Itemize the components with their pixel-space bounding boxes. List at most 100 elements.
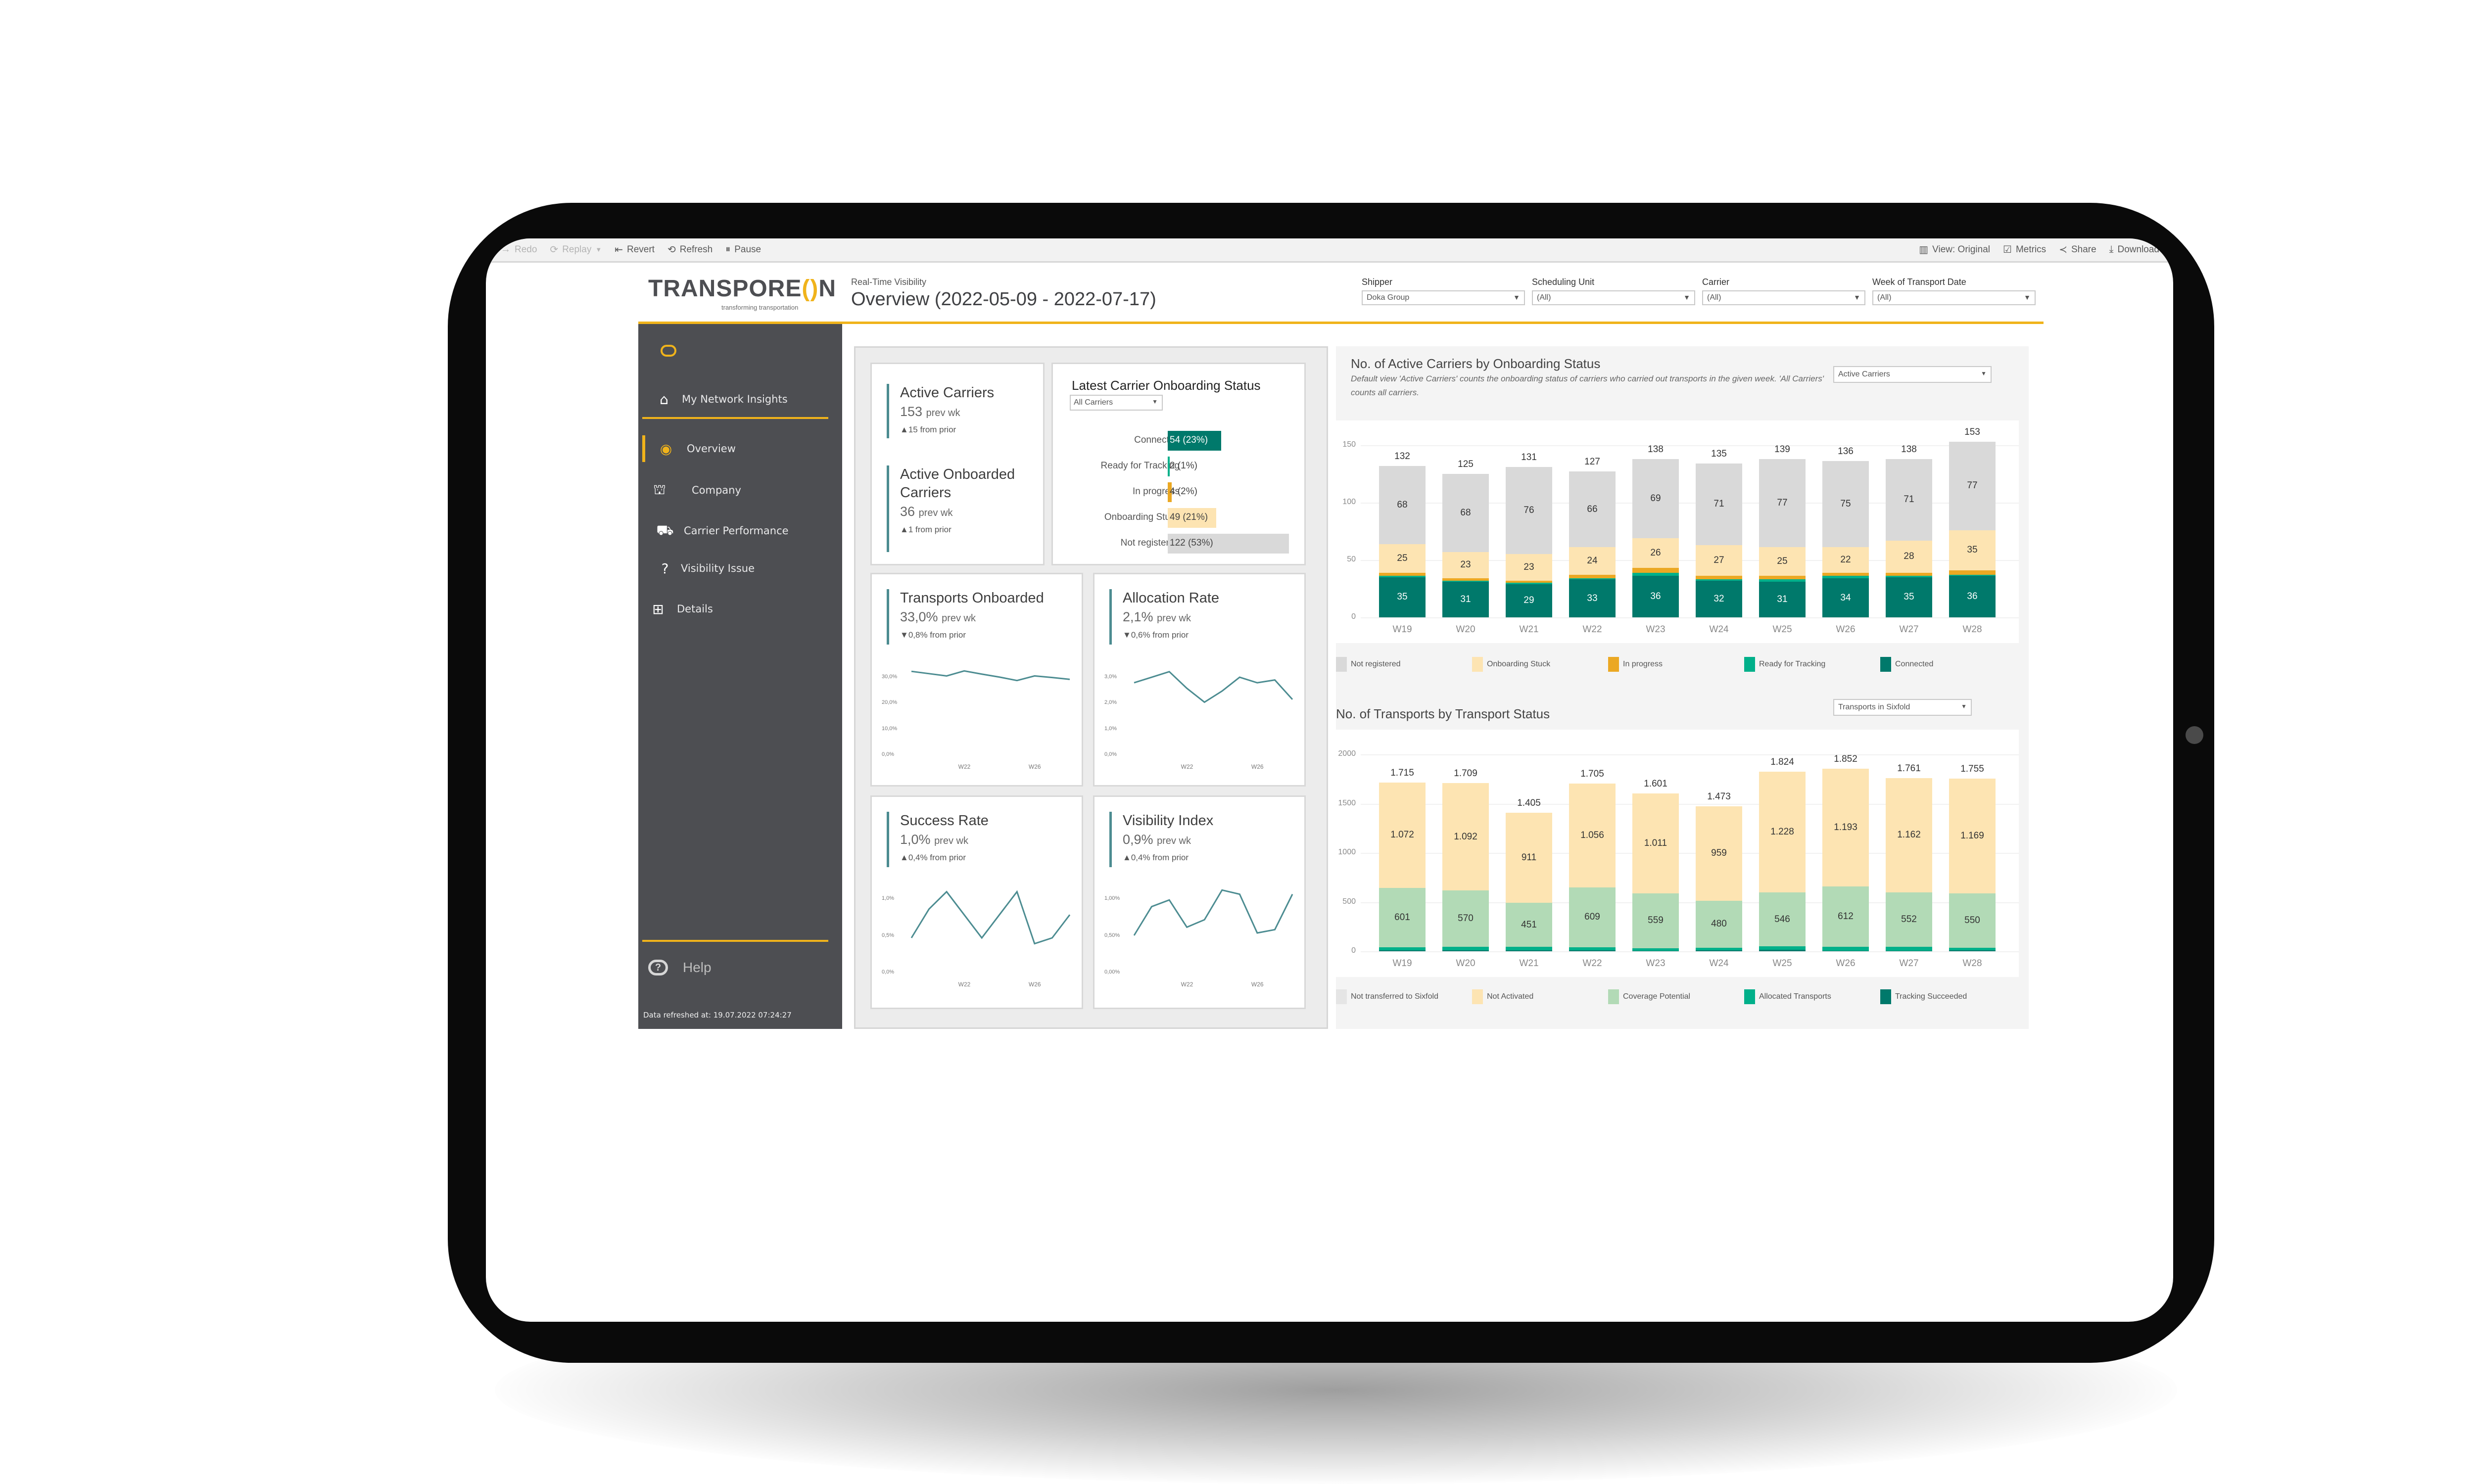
revert-button[interactable]: ⇤ Revert [615, 244, 655, 256]
sidebar-item-company[interactable]: ⛫ Company [638, 480, 842, 500]
bar-segment: 66 [1569, 471, 1616, 548]
legend-item[interactable]: Coverage Potential [1608, 989, 1690, 1004]
legend-item[interactable]: Tracking Succeeded [1880, 989, 1967, 1004]
onboarding-status-row[interactable]: Ready for Tracking 2 (1%) [1053, 457, 1304, 476]
carrier-select[interactable]: (All) ▼ [1702, 290, 1865, 305]
carriers-select[interactable]: All Carriers ▼ [1070, 395, 1163, 411]
legend-item[interactable]: Not transferred to Sixfold [1336, 989, 1438, 1004]
help-button[interactable]: ? Help [648, 960, 712, 975]
status-label: Onboarding Stuck [1104, 512, 1180, 522]
bar-column[interactable]: 31 23 68 125 W20 [1442, 420, 1489, 643]
legend-item[interactable]: Not registered [1336, 657, 1401, 672]
bar-segment: 559 [1632, 893, 1679, 948]
caret-down-icon[interactable]: ▼ [595, 246, 602, 253]
bar-column[interactable]: 451 911 1.405 W21 [1506, 730, 1552, 977]
legend-item[interactable]: Not Activated [1472, 989, 1533, 1004]
sidebar-item-my-network-insights[interactable]: ⌂ My Network Insights [638, 389, 842, 409]
gridline [1361, 503, 2019, 504]
x-axis-label: W22 [1582, 624, 1602, 635]
bar-column[interactable]: 550 1.169 1.755 W28 [1949, 730, 1996, 977]
truck-icon: ⛟ [656, 521, 674, 538]
metrics-icon: ☑ [2003, 244, 2012, 255]
carriers-chart-legend: Not registered Onboarding Stuck In progres… [1336, 657, 2019, 675]
bar-segment: 1.056 [1569, 783, 1616, 887]
legend-item[interactable]: Onboarding Stuck [1472, 657, 1550, 672]
bar-segment: 75 [1822, 461, 1869, 548]
y-axis-tick: 0,5% [882, 932, 895, 938]
bar-total-label: 1.761 [1897, 763, 1921, 774]
legend-item[interactable]: Ready for Tracking [1744, 657, 1825, 672]
transports-view-select[interactable]: Transports in Sixfold ▼ [1833, 699, 1972, 716]
scheduling-unit-select[interactable]: (All) ▼ [1532, 290, 1695, 305]
bar-column[interactable]: 601 1.072 1.715 W19 [1379, 730, 1426, 977]
bar-column[interactable]: 34 22 75 136 W26 [1822, 420, 1869, 643]
x-axis-label: W22 [958, 981, 971, 988]
sidebar-item-visibility-issue[interactable]: ? Visibility Issue [638, 558, 842, 578]
bar-column[interactable]: 35 28 71 138 W27 [1886, 420, 1932, 643]
bar-column[interactable]: 35 25 68 132 W19 [1379, 420, 1426, 643]
bar-column[interactable]: 31 25 77 139 W25 [1759, 420, 1806, 643]
bar-segment: 35 [1949, 530, 1996, 570]
bar-column[interactable]: 546 1.228 1.824 W25 [1759, 730, 1806, 977]
y-axis-tick: 100 [1342, 498, 1356, 506]
bar-column[interactable]: 480 959 1.473 W24 [1696, 730, 1742, 977]
share-button[interactable]: ≺ Share [2059, 244, 2096, 256]
refresh-icon: ⟲ [667, 244, 676, 255]
bar-column[interactable]: 33 24 66 127 W22 [1569, 420, 1616, 643]
gridline [1361, 853, 2019, 854]
y-axis-tick: 2,0% [1104, 699, 1117, 706]
sidebar-item-details[interactable]: ⊞ Details [638, 599, 842, 619]
camera-dot [2186, 726, 2203, 744]
redo-button[interactable]: → Redo [501, 244, 537, 255]
page-title: Overview (2022-05-09 - 2022-07-17) [851, 289, 1156, 310]
bar-column[interactable]: 612 1.193 1.852 W26 [1822, 730, 1869, 977]
view-original-button[interactable]: ▥ View: Original [1919, 244, 1991, 256]
week-select[interactable]: (All) ▼ [1872, 290, 2036, 305]
redo-arrow-icon: → [501, 244, 511, 255]
home-icon: ⌂ [660, 391, 668, 408]
bar-segment: 69 [1632, 459, 1679, 538]
replay-button[interactable]: ⟳ Replay ▼ [550, 244, 602, 256]
bar-column[interactable]: 32 27 71 135 W24 [1696, 420, 1742, 643]
bar-segment: 26 [1632, 538, 1679, 568]
carriers-view-select[interactable]: Active Carriers ▼ [1833, 366, 1992, 383]
sidebar-item-overview[interactable]: ◉ Overview [638, 439, 842, 459]
legend-label: Not transferred to Sixfold [1351, 992, 1438, 1001]
y-axis-tick: 1,0% [882, 895, 895, 902]
onboarding-status-row[interactable]: Not registered 122 (53%) [1053, 534, 1304, 554]
status-value: 54 (23%) [1170, 435, 1208, 445]
y-axis-tick: 0 [1351, 946, 1356, 955]
onboarding-status-row[interactable]: Connected 54 (23%) [1053, 431, 1304, 451]
onboarding-status-row[interactable]: In progress 4 (2%) [1053, 482, 1304, 502]
pause-button[interactable]: ⏸ Pause [725, 244, 761, 255]
x-axis-label: W26 [1836, 624, 1856, 635]
bar-column[interactable]: 570 1.092 1.709 W20 [1442, 730, 1489, 977]
bar-segment: 1.072 [1379, 782, 1426, 888]
bar-column[interactable]: 552 1.162 1.761 W27 [1886, 730, 1932, 977]
bar-column[interactable]: 609 1.056 1.705 W22 [1569, 730, 1616, 977]
onboarding-status-row[interactable]: Onboarding Stuck 49 (21%) [1053, 508, 1304, 528]
bar-column[interactable]: 559 1.011 1.601 W23 [1632, 730, 1679, 977]
bar-column[interactable]: 36 35 77 153 W28 [1949, 420, 1996, 643]
bar-column[interactable]: 36 26 69 138 W23 [1632, 420, 1679, 643]
kpi-allocation-rate: Allocation Rate 2,1% prev wk ▼0,6% from … [1109, 589, 1219, 645]
metrics-button[interactable]: ☑ Metrics [2003, 244, 2046, 256]
download-button[interactable]: ⤓ Download [2109, 244, 2159, 255]
refresh-button[interactable]: ⟲ Refresh [667, 244, 713, 256]
legend-item[interactable]: Connected [1880, 657, 1933, 672]
legend-label: Ready for Tracking [1759, 660, 1826, 668]
bar-total-label: 1.824 [1770, 757, 1794, 768]
legend-item[interactable]: In progress [1608, 657, 1663, 672]
bar-column[interactable]: 29 23 76 131 W21 [1506, 420, 1552, 643]
bar-segment: 1.011 [1632, 793, 1679, 893]
status-label: Ready for Tracking [1100, 461, 1180, 471]
bar-segment: 68 [1442, 474, 1489, 552]
sidebar-item-carrier-performance[interactable]: ⛟ Carrier Performance [638, 521, 842, 541]
filter-week: Week of Transport Date (All) ▼ [1872, 277, 2036, 305]
legend-item[interactable]: Allocated Transports [1744, 989, 1831, 1004]
bar-total-label: 153 [1964, 427, 1980, 438]
y-axis-tick: 150 [1342, 440, 1356, 449]
x-axis-label: W26 [1251, 763, 1264, 770]
bar-total-label: 135 [1711, 449, 1727, 460]
shipper-select[interactable]: Doka Group ▼ [1362, 290, 1525, 305]
